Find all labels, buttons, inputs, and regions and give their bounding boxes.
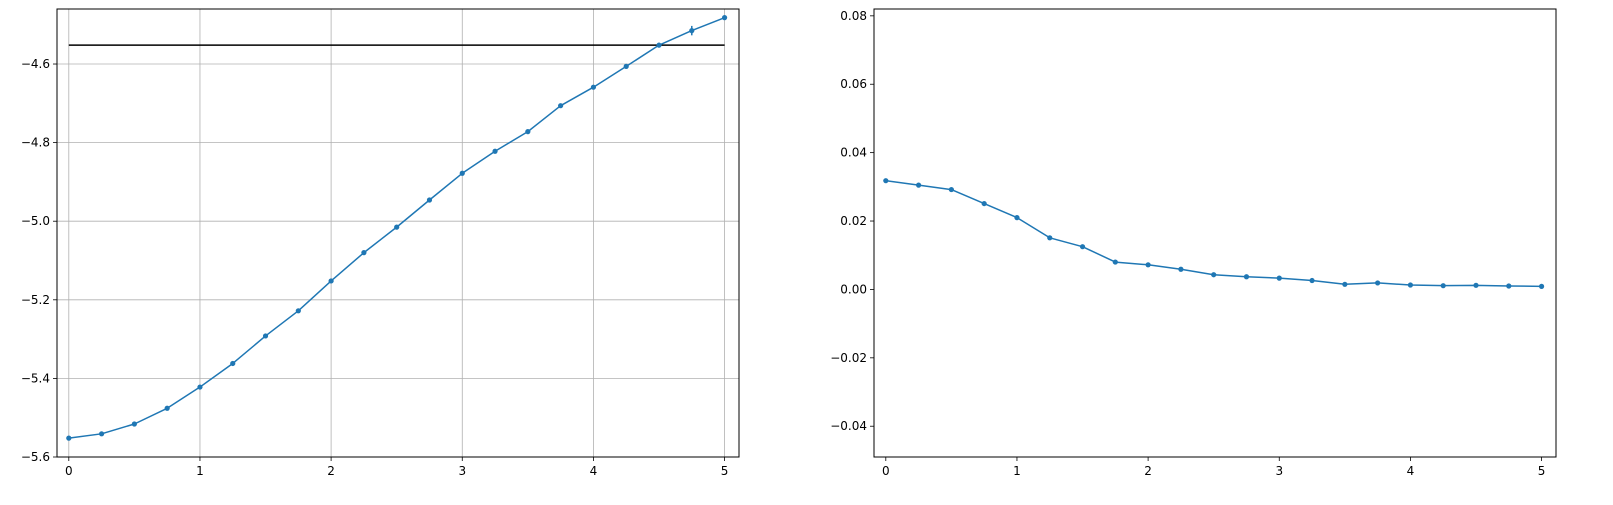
chart2-point-4 [1014,215,1020,221]
chart2-x-tick-label-1: 1 [1013,464,1021,478]
chart2-point-12 [1276,275,1282,281]
chart2-y-tick-label-3: 0.02 [840,214,867,228]
chart2-y-tick-label-5: 0.06 [840,77,867,91]
chart1-point-3 [164,405,170,411]
chart2-point-2 [948,186,954,193]
chart1-y-tick-label-2: −5.2 [21,293,50,307]
chart1-point-0 [66,435,72,441]
right-chart: 0 1 2 3 4 5 −0.04 −0.02 0.00 0.02 0.04 0.06 0.08 [830,8,1557,478]
chart2-y-tick-label-4: 0.04 [840,146,867,160]
chart2-point-17 [1440,283,1446,289]
chart1-point-10 [394,224,400,230]
chart1-x-tick-label-3: 3 [458,464,466,478]
chart1-x-tick-label-2: 2 [327,464,335,478]
chart1-point-12 [459,170,465,176]
chart2-point-19 [1506,283,1512,289]
chart2-y-tick-label-1: −0.02 [830,351,867,365]
chart2-point-11 [1243,274,1250,280]
chart2-point-3 [981,200,987,207]
chart2-point-10 [1211,272,1217,278]
chart1-point-11 [426,197,433,203]
chart2-point-18 [1473,282,1479,288]
chart2-point-8 [1145,262,1151,268]
chart1-point-14 [525,129,531,135]
chart1-point-16 [590,84,597,90]
chart1-point-17 [623,63,629,69]
chart2-y-tick-label-0: −0.04 [830,419,867,433]
chart2-point-1 [915,182,922,188]
chart2-series-line [885,179,1542,288]
chart1-y-tick-label-0: −5.6 [21,450,50,464]
chart2-point-7 [1112,259,1118,265]
chart2-point-16 [1407,282,1414,288]
chart2-x-tick-label-0: 0 [882,464,890,478]
chart1-point-5 [230,360,236,367]
chart1-x-tick-label-4: 4 [590,464,598,478]
chart1-x-tick-label-1: 1 [196,464,204,478]
chart2-axes-frame [873,8,1557,458]
chart1-x-tick-label-0: 0 [65,464,73,478]
chart1-point-1 [98,431,105,437]
chart1-point-4 [197,384,203,390]
left-chart: 0 1 2 3 4 5 −5.6 −5.4 −5.2 −5.0 −4.8 −4.6 [21,8,740,478]
chart2-point-5 [1047,235,1053,241]
chart1-x-tick-label-5: 5 [721,464,729,478]
chart2-point-0 [883,178,889,184]
chart2-point-13 [1309,277,1315,284]
chart1-point-7 [295,308,301,314]
chart1-point-2 [131,421,137,427]
chart1-point-20 [721,15,728,21]
chart2-point-15 [1375,280,1381,286]
chart1-point-18 [656,42,662,48]
chart2-point-20 [1538,283,1545,289]
chart1-point-8 [328,278,334,284]
chart1-point-6 [262,333,269,339]
chart2-x-tick-label-2: 2 [1144,464,1152,478]
chart1-y-tick-label-1: −5.4 [21,371,50,385]
chart1-point-9 [361,250,367,256]
chart2-x-tick-label-4: 4 [1407,464,1415,478]
chart2-point-14 [1342,281,1348,287]
chart2-point-6 [1079,244,1086,250]
chart1-axes-frame [56,8,740,458]
chart1-point-13 [492,148,498,154]
chart2-y-tick-label-2: 0.00 [840,282,867,296]
chart1-point-15 [558,103,564,109]
chart2-y-tick-label-6: 0.08 [840,9,867,23]
chart1-point-19 [689,28,695,34]
chart1-y-tick-label-4: −4.8 [21,136,50,150]
chart1-y-tick-label-5: −4.6 [21,57,50,71]
chart2-x-tick-label-3: 3 [1275,464,1283,478]
chart1-y-tick-label-3: −5.0 [21,214,50,228]
chart2-x-tick-label-5: 5 [1538,464,1546,478]
chart2-point-9 [1178,266,1184,272]
